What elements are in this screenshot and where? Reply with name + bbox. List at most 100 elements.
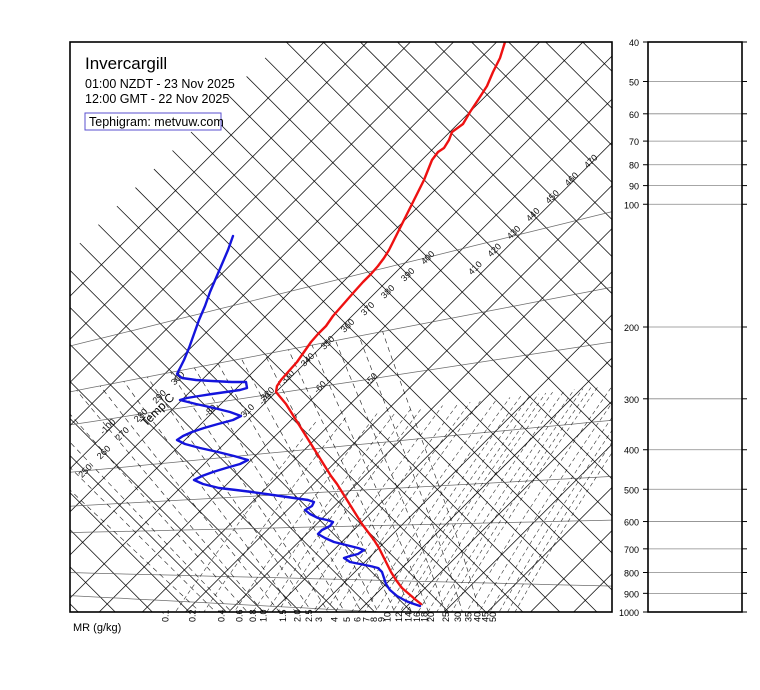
isotherm-line [70, 42, 498, 470]
saturated-adiabat-line [311, 344, 429, 612]
pressure-tick-label: 700 [624, 545, 639, 555]
pressure-tick-label: 200 [624, 323, 639, 333]
mixing-ratio-tick-label: 45 [481, 612, 491, 622]
station-name: Invercargill [85, 54, 167, 73]
mixing-ratio-line [478, 402, 612, 612]
mixing-ratio-tick-label: 1.5 [278, 609, 288, 622]
dry-adiabat-line [98, 224, 487, 612]
pressure-tick-label: 900 [624, 589, 639, 599]
mixing-ratio-tick-label: 10 [383, 612, 393, 622]
mixing-ratio-tick-label: 2.5 [304, 609, 314, 622]
isobar-line [70, 476, 612, 507]
isotherm-line [228, 228, 612, 612]
isobar-line [70, 286, 612, 393]
isotherm-line [70, 42, 368, 340]
pressure-tick-label: 600 [624, 518, 639, 528]
mixing-ratio-tick-label: 50 [488, 612, 498, 622]
pressure-tick-label: 70 [629, 137, 639, 147]
dry-adiabat-line [227, 94, 612, 480]
saturated-adiabat-line [70, 413, 248, 612]
dry-adiabat-line [153, 168, 598, 612]
dry-adiabat-line [433, 42, 612, 221]
mixing-ratio-line [466, 385, 612, 612]
dry-adiabat-line [322, 42, 612, 332]
mixing-ratio-tick-label: 5 [342, 617, 352, 622]
pressure-tick-label: 400 [624, 446, 639, 456]
mixing-ratio-tick-label: 0.4 [217, 609, 227, 622]
local-time: 01:00 NZDT - 23 Nov 2025 [85, 77, 235, 91]
mixing-ratio-tick-label: 30 [453, 612, 463, 622]
source-box [84, 112, 222, 131]
pressure-panel: 40 50 60 70 80 90 100 200 300 400 500 600 700 800 900 1… [619, 38, 747, 618]
mixing-ratio-line [514, 452, 612, 612]
mixing-ratio-line [444, 387, 592, 612]
saturated-adiabat-line [288, 349, 412, 612]
mixing-ratio-tick-label: 6 [352, 617, 362, 622]
mixing-ratio-line [489, 416, 612, 612]
pressure-panel-frame [647, 41, 743, 613]
dry-adiabat-line [285, 42, 612, 369]
saturated-adiabat-line [217, 363, 362, 612]
pressure-tick-label: 100 [624, 200, 639, 210]
mixing-ratio-tick-label: 8 [369, 617, 379, 622]
dry-adiabat-line [396, 42, 612, 258]
mixing-ratio-tick-label: 1.0 [258, 609, 268, 622]
dry-adiabat-line [172, 150, 612, 591]
mixing-ratio-tick-label: 4 [330, 617, 340, 622]
mixing-ratio-line [312, 403, 459, 612]
pressure-tick-label: 80 [629, 161, 639, 171]
mixing-ratio-tick-label: 35 [463, 612, 473, 622]
mixing-ratio-tick-label: 0.2 [188, 609, 198, 622]
mixing-ratio-tick-label: 18 [419, 612, 429, 622]
mixing-ratio-line [324, 402, 471, 612]
isobar-line [70, 341, 612, 426]
dry-adiabat-line [79, 242, 450, 612]
mixing-ratio-line [364, 397, 511, 612]
saturated-adiabat-line [123, 381, 296, 612]
mixing-ratio-tick-label: 9 [376, 617, 386, 622]
mixing-ratio-tick-label: 12 [394, 612, 404, 622]
mixing-ratio-line [203, 417, 347, 612]
dry-adiabat-line [264, 57, 612, 406]
isotherm-line [70, 42, 325, 297]
pressure-tick-label: 300 [624, 395, 639, 405]
dry-adiabat-line [209, 113, 612, 517]
pressure-tick-label: 800 [624, 568, 639, 578]
mixing-ratio-tick-label: 0.1 [160, 609, 170, 622]
dry-adiabat-line [70, 343, 339, 612]
mixing-ratio-tick-label: 3 [314, 617, 324, 622]
mixing-ratio-line [451, 386, 599, 612]
mixing-ratio-line [436, 388, 584, 612]
mixing-ratio-tick-label: 0.8 [248, 609, 258, 622]
mixing-ratio-tick-label: 16 [412, 612, 422, 622]
mixing-ratio-line [427, 389, 575, 612]
dry-adiabat-line [190, 131, 612, 554]
mixing-ratio-tick-label: 0.6 [235, 609, 245, 622]
isotherm-line [70, 42, 455, 427]
mixing-ratio-tick-label: 40 [473, 612, 483, 622]
isotherm-line [271, 271, 612, 612]
isotherm-line [70, 42, 411, 383]
mixing-ratio-axis: MR (g/kg)0.1 0.2 0.4 0.6 0.8 1.0 1.5 2.0 2.5 3 4 5 6… [73, 609, 498, 634]
mixing-ratio-line [335, 400, 481, 612]
dry-adiabat-line [246, 76, 612, 443]
mixing-ratio-tick-label: 25 [441, 612, 451, 622]
isobar-line [70, 419, 612, 473]
isobar-line [70, 211, 612, 347]
mixing-ratio-line [374, 395, 522, 612]
isobar-line [70, 519, 612, 534]
source-label: Tephigram: metvuw.com [89, 115, 224, 129]
mixing-ratio-line [266, 409, 411, 612]
mixing-ratio-tick-label: 2.0 [293, 609, 303, 622]
pressure-tick-label: 60 [629, 110, 639, 120]
dry-adiabat-line [70, 455, 227, 612]
isobar-line [70, 595, 389, 612]
mixing-ratio-line [277, 407, 422, 612]
title-block: Invercargill 01:00 NZDT - 23 Nov 202512:0… [84, 54, 235, 131]
